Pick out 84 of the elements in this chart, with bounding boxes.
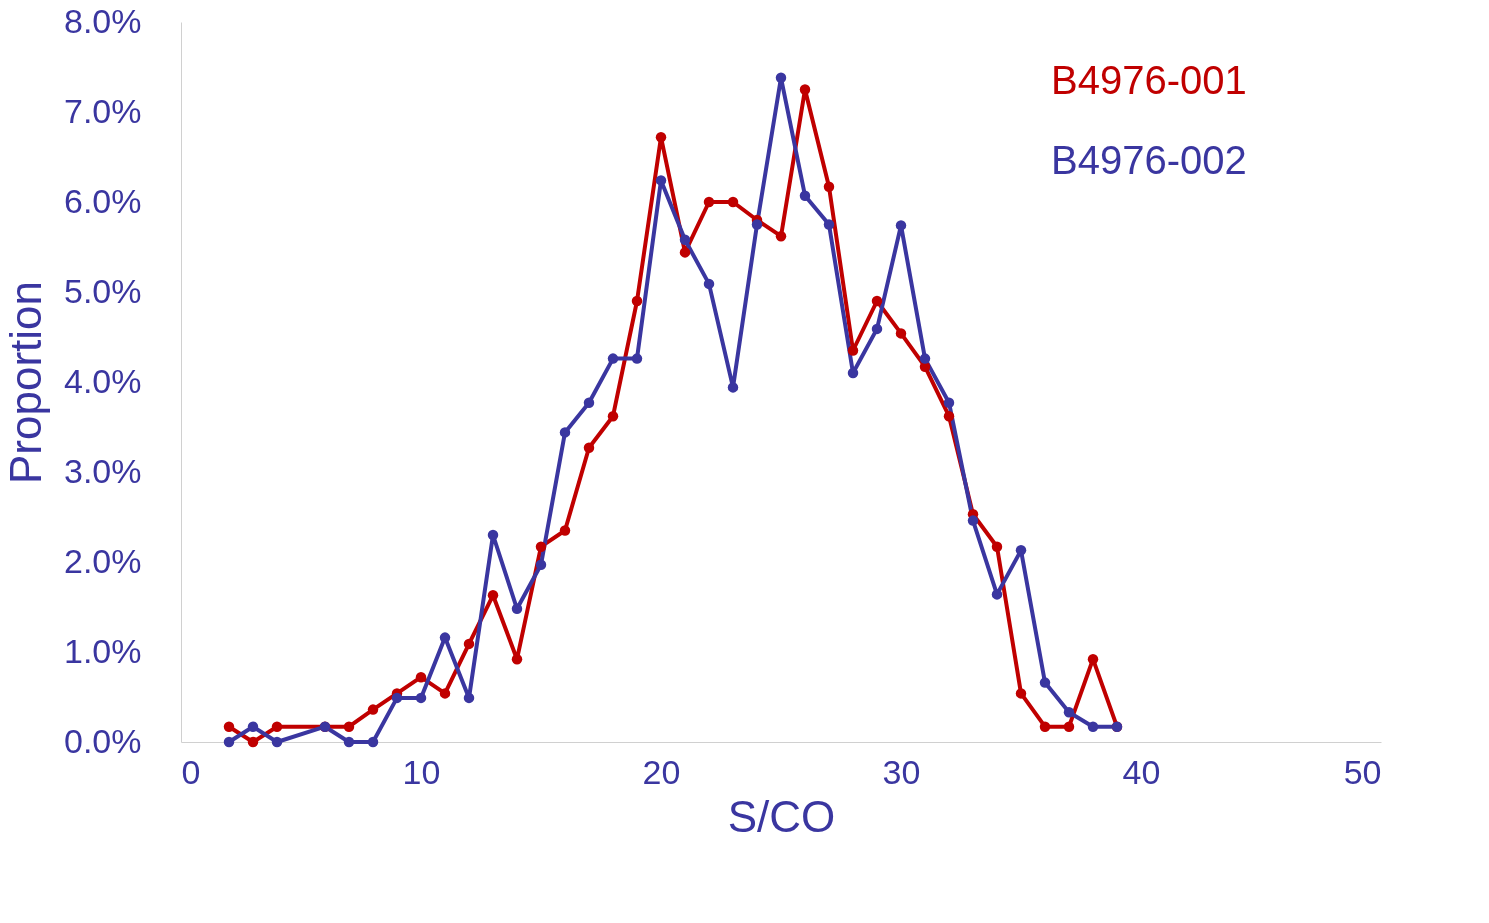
point xyxy=(1087,721,1099,732)
point xyxy=(727,196,739,208)
point xyxy=(991,541,1003,552)
point xyxy=(967,515,979,526)
point xyxy=(343,721,355,732)
point xyxy=(727,382,739,393)
point xyxy=(439,688,451,699)
y-tick-label: 8.0% xyxy=(64,1,142,40)
point xyxy=(535,541,547,552)
point xyxy=(343,736,355,748)
point xyxy=(535,559,547,570)
x-tick-label: 40 xyxy=(1122,752,1161,791)
point xyxy=(1039,677,1051,688)
point xyxy=(1063,707,1075,718)
point xyxy=(415,692,427,704)
y-tick-label: 1.0% xyxy=(64,631,142,670)
point xyxy=(1039,721,1051,732)
y-tick-label: 3.0% xyxy=(64,451,142,490)
point xyxy=(223,736,235,748)
point xyxy=(679,234,691,246)
text: B4976-001 xyxy=(1051,58,1247,102)
point xyxy=(895,328,907,339)
y-tick-label: 6.0% xyxy=(64,181,142,220)
y-tick-label: 4.0% xyxy=(64,361,142,400)
point xyxy=(631,295,643,307)
point xyxy=(847,345,859,356)
point xyxy=(631,353,643,364)
point xyxy=(439,632,451,643)
point xyxy=(1015,688,1027,699)
point xyxy=(775,72,787,84)
point xyxy=(775,230,787,242)
point xyxy=(367,736,379,748)
point xyxy=(919,353,931,364)
point xyxy=(679,247,691,258)
point xyxy=(367,704,379,715)
x-axis-title: S/CO xyxy=(727,791,836,841)
point xyxy=(247,721,259,732)
x-tick-label: 50 xyxy=(1343,752,1382,791)
y-tick-label: 5.0% xyxy=(64,271,142,310)
point xyxy=(943,397,955,408)
y-tick-label: 0.0% xyxy=(64,721,142,760)
point xyxy=(823,181,835,192)
point xyxy=(247,736,259,748)
point xyxy=(223,721,235,732)
text: B4976-002 xyxy=(1051,138,1247,182)
point xyxy=(583,442,595,453)
point xyxy=(271,736,283,748)
point xyxy=(511,603,523,615)
point xyxy=(703,278,715,290)
point xyxy=(655,131,667,143)
point xyxy=(655,175,667,186)
point xyxy=(463,638,475,650)
point xyxy=(607,353,619,364)
y-tick-label: 7.0% xyxy=(64,91,142,130)
y-tick-label: 2.0% xyxy=(64,541,142,580)
x-tick-label: 0 xyxy=(181,752,201,791)
point xyxy=(871,323,883,335)
point xyxy=(991,589,1003,600)
point xyxy=(1063,721,1075,732)
y-axis-title: Proportion xyxy=(1,280,50,485)
point xyxy=(847,367,859,379)
point xyxy=(583,397,595,408)
point xyxy=(415,671,427,683)
point xyxy=(391,692,403,704)
point xyxy=(271,721,283,732)
x-tick-label: 10 xyxy=(402,752,441,791)
point xyxy=(823,219,835,230)
point xyxy=(751,219,763,230)
point xyxy=(559,525,571,536)
x-tick-label: 30 xyxy=(882,752,921,791)
point xyxy=(559,427,571,438)
point xyxy=(895,220,907,231)
point xyxy=(799,190,811,201)
point xyxy=(703,196,715,208)
point xyxy=(1015,545,1027,556)
point xyxy=(487,590,499,601)
point xyxy=(799,84,811,95)
point xyxy=(487,529,499,541)
x-tick-label: 20 xyxy=(642,752,681,791)
point xyxy=(1087,653,1099,665)
point xyxy=(607,410,619,422)
point xyxy=(463,692,475,704)
point xyxy=(871,295,883,307)
point xyxy=(943,410,955,422)
